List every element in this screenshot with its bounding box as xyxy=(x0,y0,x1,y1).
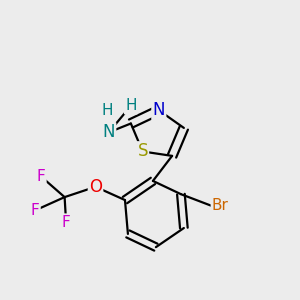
Text: Br: Br xyxy=(212,198,229,213)
Text: N: N xyxy=(153,101,165,119)
Text: O: O xyxy=(89,178,102,196)
Text: S: S xyxy=(137,142,148,160)
Text: F: F xyxy=(37,169,45,184)
Text: F: F xyxy=(31,203,40,218)
Text: N: N xyxy=(103,123,115,141)
Text: F: F xyxy=(62,214,70,230)
Text: H: H xyxy=(102,103,113,118)
Text: H: H xyxy=(125,98,136,113)
